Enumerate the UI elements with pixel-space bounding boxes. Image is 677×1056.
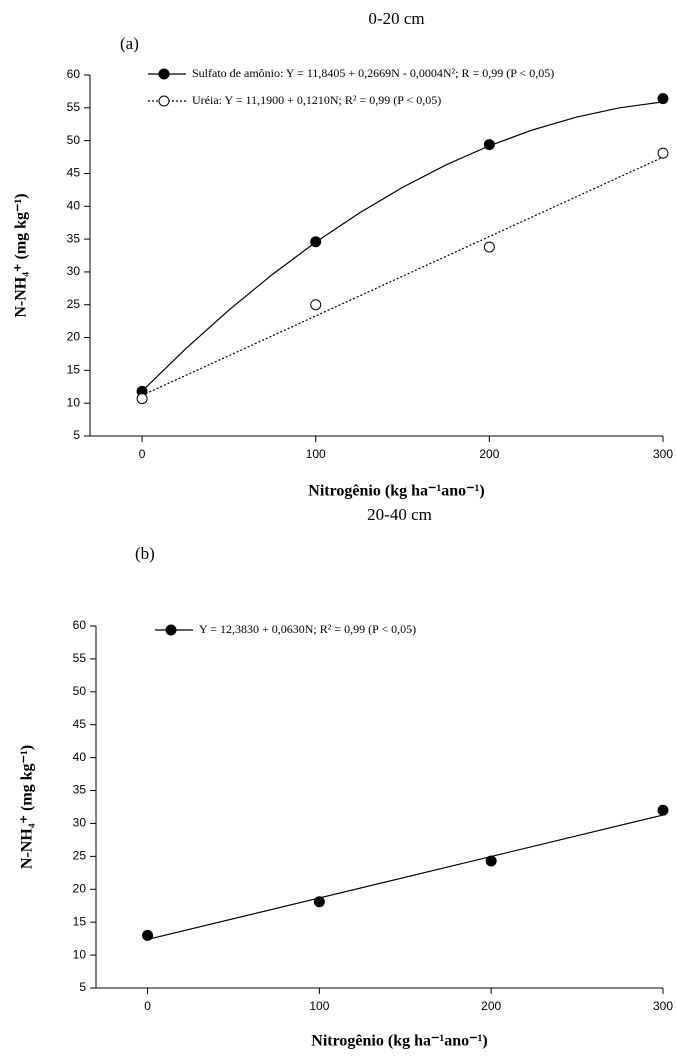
- data-point: [657, 147, 669, 159]
- data-point: [313, 896, 325, 908]
- legend-marker: [158, 68, 170, 80]
- y-tick-label: 20: [67, 330, 81, 344]
- chart-title: 0-20 cm: [368, 9, 424, 28]
- y-tick-label: 35: [73, 783, 87, 797]
- data-point: [136, 393, 148, 405]
- y-tick-label: 5: [79, 980, 86, 994]
- data-point: [483, 241, 495, 253]
- y-tick-label: 30: [67, 264, 81, 278]
- legend-entry: Uréia: Y = 11,1900 + 0,1210N; R² = 0,99 …: [192, 93, 441, 107]
- panel-label: (a): [120, 34, 139, 53]
- x-tick-label: 200: [481, 999, 501, 1013]
- legend-marker: [158, 95, 170, 107]
- y-tick-label: 25: [73, 849, 87, 863]
- data-point: [310, 236, 322, 248]
- y-tick-label: 5: [73, 428, 80, 442]
- chart-title: 20-40 cm: [367, 505, 432, 524]
- y-tick-label: 15: [67, 363, 81, 377]
- x-tick-label: 100: [309, 999, 329, 1013]
- y-tick-label: 45: [67, 166, 81, 180]
- x-tick-label: 0: [144, 999, 151, 1013]
- panel-label: (b): [135, 544, 155, 563]
- x-tick-label: 300: [653, 447, 673, 461]
- fit-line: [147, 814, 664, 941]
- y-tick-label: 40: [73, 750, 87, 764]
- data-point: [657, 93, 669, 105]
- data-point: [657, 804, 669, 816]
- y-axis-label: N-NH₄⁺ (mg kg⁻¹): [19, 745, 36, 869]
- y-tick-label: 50: [73, 684, 87, 698]
- y-tick-label: 50: [67, 133, 81, 147]
- y-tick-label: 10: [73, 947, 87, 961]
- fit-line: [141, 156, 664, 396]
- y-tick-label: 55: [73, 651, 87, 665]
- x-tick-label: 200: [479, 447, 499, 461]
- x-axis-label: Nitrogênio (kg ha⁻¹ano⁻¹): [311, 1033, 487, 1050]
- x-tick-label: 100: [306, 447, 326, 461]
- y-tick-label: 30: [73, 816, 87, 830]
- y-tick-label: 60: [67, 67, 81, 81]
- data-point: [483, 139, 495, 151]
- legend-marker: [165, 624, 177, 636]
- y-tick-label: 25: [67, 297, 81, 311]
- y-axis-label: N-NH₄⁺ (mg kg⁻¹): [13, 193, 30, 317]
- y-tick-label: 45: [73, 717, 87, 731]
- y-tick-label: 20: [73, 881, 87, 895]
- y-tick-label: 40: [67, 198, 81, 212]
- x-axis-label: Nitrogênio (kg ha⁻¹ano⁻¹): [308, 483, 484, 500]
- x-tick-label: 0: [139, 447, 146, 461]
- y-tick-label: 35: [67, 231, 81, 245]
- data-point: [142, 929, 154, 941]
- y-tick-label: 15: [73, 914, 87, 928]
- legend-entry: Y = 12,3830 + 0,0630N; R² = 0,99 (P < 0,…: [199, 622, 416, 636]
- data-point: [310, 299, 322, 311]
- fit-line: [141, 101, 664, 392]
- y-tick-label: 55: [67, 100, 81, 114]
- y-tick-label: 10: [67, 395, 81, 409]
- data-point: [485, 855, 497, 867]
- x-tick-label: 300: [653, 999, 673, 1013]
- legend-entry: Sulfato de amônio: Y = 11,8405 + 0,2669N…: [192, 66, 554, 80]
- y-tick-label: 60: [73, 618, 87, 632]
